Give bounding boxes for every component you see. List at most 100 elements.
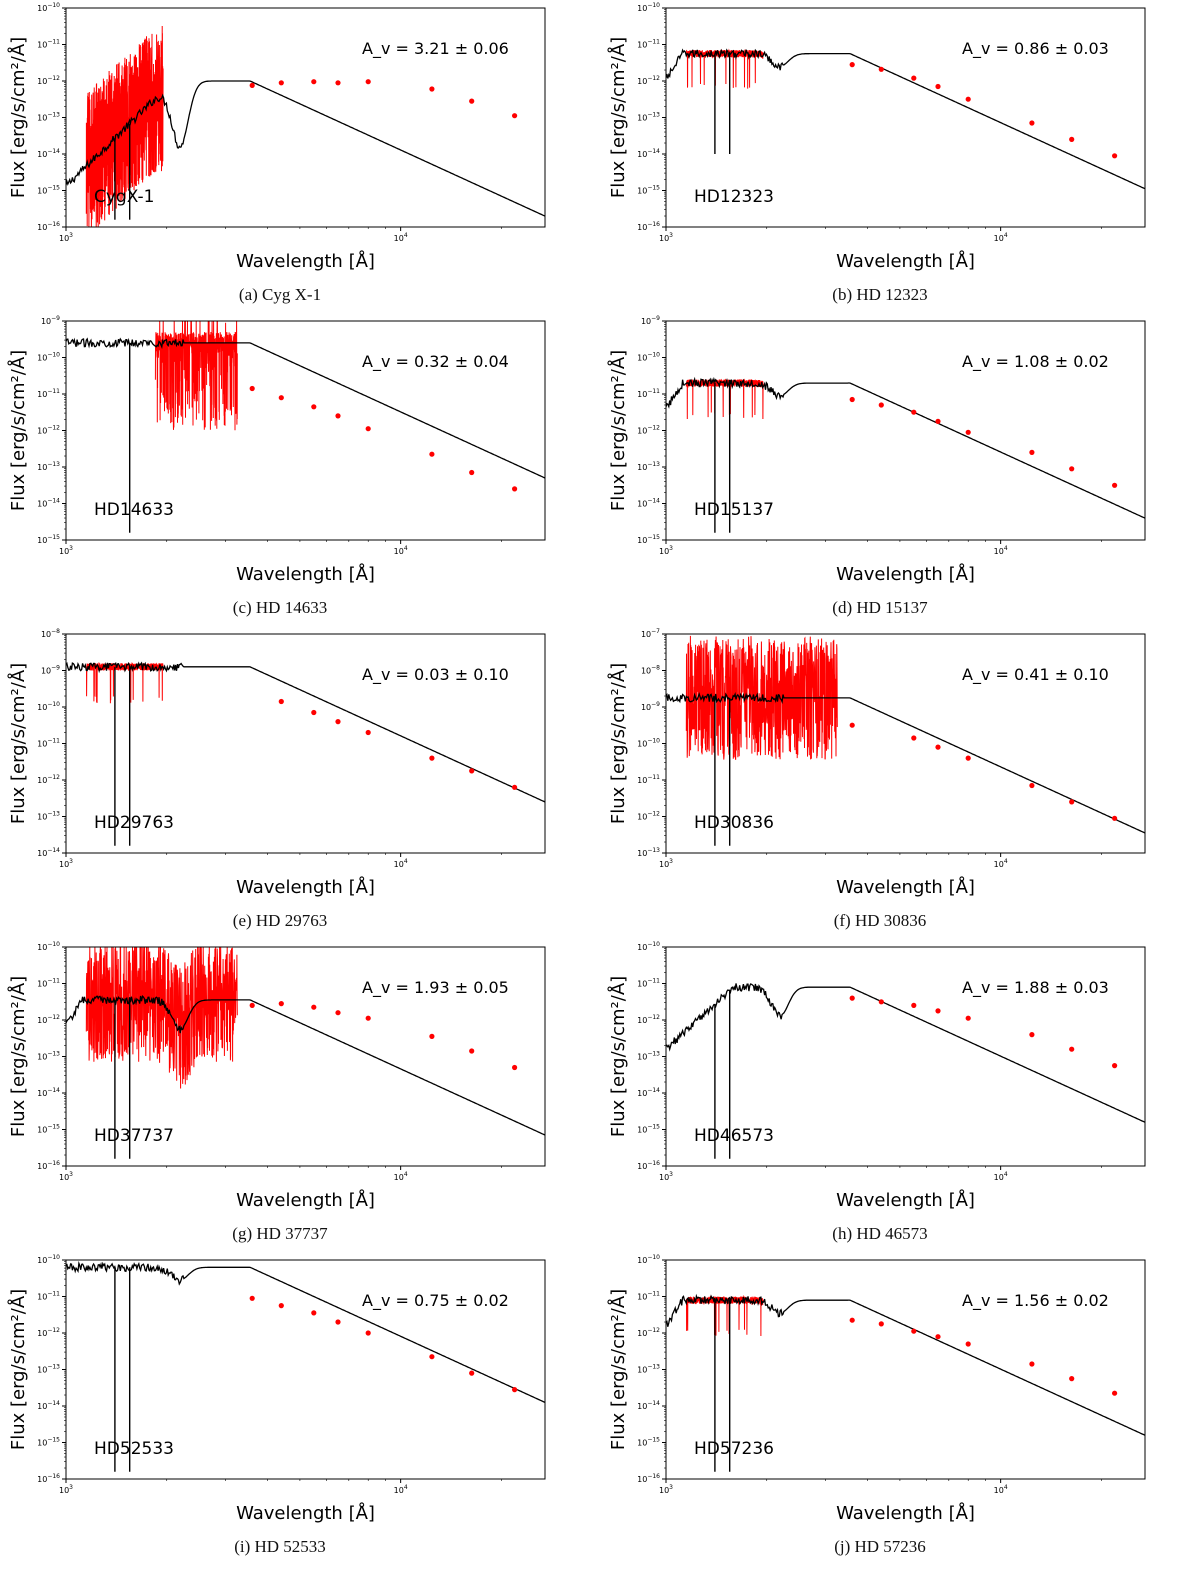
photometry-point	[849, 722, 855, 728]
model-sed-line	[666, 692, 1145, 834]
model-sed-line	[666, 376, 1145, 519]
photometry-point	[849, 396, 855, 403]
plot-area	[666, 48, 1145, 190]
panel-caption: (i) HD 52533	[234, 1537, 326, 1556]
x-tick-label: 103	[59, 858, 73, 869]
plot-area	[666, 1293, 1145, 1472]
y-tick-label: 10−11	[37, 738, 60, 749]
panel-i: 10−16 10−15 10−14 10−13 10−12 10−11 10−10 103 10…	[0, 1252, 600, 1575]
y-axis-label: Flux [erg/s/cm²/Å]	[607, 37, 629, 198]
photometry-point	[511, 784, 518, 790]
y-tick-label: 10−15	[37, 534, 60, 545]
photometry-point	[911, 409, 917, 415]
panel-e: 10−14 10−13 10−12 10−11 10−10 10−9 10−8 103 104 W…	[0, 626, 600, 939]
panel-h: 10−16 10−15 10−14 10−13 10−12 10−11 10−10 103 10…	[600, 939, 1200, 1252]
photometry-point	[935, 1008, 941, 1014]
x-axis-label: Wavelength [Å]	[836, 876, 975, 898]
sed-chart-f: 10−13 10−12 10−11 10−10 10−9 10−8 10−7 103 104 Wa…	[607, 628, 1146, 898]
plot-area	[66, 661, 545, 846]
x-tick-label: 103	[659, 232, 673, 243]
photometry-point	[935, 744, 941, 750]
photometry-point	[1112, 1063, 1118, 1069]
photometry-point	[1029, 1032, 1035, 1038]
photometry-point	[311, 709, 317, 716]
x-tick-label: 104	[394, 1484, 408, 1495]
panel-caption: (b) HD 12323	[832, 285, 928, 304]
y-axis-label: Flux [erg/s/cm²/Å]	[7, 976, 29, 1137]
x-tick-label: 104	[994, 1171, 1008, 1182]
x-axis-label: Wavelength [Å]	[236, 1189, 375, 1211]
photometry-point	[249, 82, 255, 88]
y-axis-label: Flux [erg/s/cm²/Å]	[7, 37, 29, 198]
y-tick-label: 10−13	[37, 112, 60, 123]
photometry-point	[1029, 782, 1035, 789]
y-tick-label: 10−15	[37, 1437, 60, 1448]
star-name-label: HD14633	[94, 500, 174, 520]
photometry-point	[1112, 153, 1118, 159]
y-tick-label: 10−10	[637, 1254, 660, 1265]
panel-c: 10−15 10−14 10−13 10−12 10−11 10−10 10−9 103 104…	[0, 313, 600, 626]
photometry-point	[429, 451, 435, 457]
panel-caption: (e) HD 29763	[232, 911, 328, 930]
y-axis-label: Flux [erg/s/cm²/Å]	[7, 663, 29, 824]
photometry-point	[1069, 466, 1075, 472]
photometry-point	[849, 62, 855, 68]
y-tick-label: 10−10	[637, 352, 660, 363]
x-axis-label: Wavelength [Å]	[836, 1502, 975, 1524]
photometry-point	[469, 1048, 475, 1054]
star-name-label: CygX-1	[94, 187, 154, 207]
y-tick-label: 10−16	[637, 1160, 660, 1171]
y-tick-label: 10−14	[37, 847, 60, 858]
photometry-point	[911, 735, 917, 741]
y-tick-label: 10−8	[641, 665, 660, 676]
x-tick-label: 104	[994, 232, 1008, 243]
y-axis-label: Flux [erg/s/cm²/Å]	[607, 663, 629, 824]
plot-area	[66, 25, 545, 227]
photometry-point	[365, 729, 371, 736]
y-tick-label: 10−12	[637, 425, 660, 436]
photometry-point	[469, 1370, 475, 1376]
photometry-point	[1069, 1046, 1075, 1052]
y-tick-label: 10−14	[37, 498, 60, 509]
y-tick-label: 10−13	[637, 1364, 660, 1375]
x-tick-label: 104	[394, 1171, 408, 1182]
photometry-point	[311, 1004, 317, 1010]
photometry-point	[965, 1341, 971, 1347]
photometry-point	[1112, 482, 1118, 488]
photometry-point	[335, 413, 341, 419]
photometry-point	[849, 995, 855, 1001]
photometry-point	[335, 80, 341, 86]
y-tick-label: 10−14	[637, 498, 660, 509]
y-tick-label: 10−10	[37, 701, 60, 712]
panel-a: 10−16 10−15 10−14 10−13 10−12 10−11 10−10 103 10…	[0, 0, 600, 313]
observed-spectrum	[85, 947, 238, 1089]
x-tick-label: 104	[994, 545, 1008, 556]
model-sed-line	[66, 1260, 545, 1403]
sed-chart-d: 10−15 10−14 10−13 10−12 10−11 10−10 10−9 103 104…	[607, 315, 1146, 585]
y-tick-label: 10−11	[637, 774, 660, 785]
sed-chart-j: 10−16 10−15 10−14 10−13 10−12 10−11 10−10 103 10…	[607, 1254, 1146, 1524]
model-sed-line	[66, 994, 545, 1136]
av-annotation: A_v = 0.03 ± 0.10	[362, 665, 509, 685]
photometry-point	[1069, 1376, 1075, 1382]
model-sed-line	[66, 661, 545, 803]
star-name-label: HD12323	[694, 187, 774, 207]
photometry-point	[335, 1319, 341, 1325]
panel-caption: (f) HD 30836	[833, 911, 927, 930]
y-tick-label: 10−10	[37, 941, 60, 952]
y-axis-label: Flux [erg/s/cm²/Å]	[7, 350, 29, 511]
photometry-point	[365, 426, 371, 432]
photometry-point	[511, 1064, 518, 1071]
photometry-point	[335, 719, 341, 725]
y-tick-label: 10−12	[637, 1327, 660, 1338]
y-axis-label: Flux [erg/s/cm²/Å]	[7, 1289, 29, 1450]
y-tick-label: 10−16	[637, 1473, 660, 1484]
x-axis-label: Wavelength [Å]	[236, 250, 375, 272]
photometry-point	[935, 1334, 941, 1340]
photometry-point	[1069, 136, 1075, 142]
photometry-point	[311, 1310, 317, 1316]
y-tick-label: 10−9	[41, 315, 60, 326]
panel-caption: (j) HD 57236	[834, 1537, 926, 1556]
panel-caption: (g) HD 37737	[232, 1224, 328, 1243]
y-tick-label: 10−12	[37, 75, 60, 86]
